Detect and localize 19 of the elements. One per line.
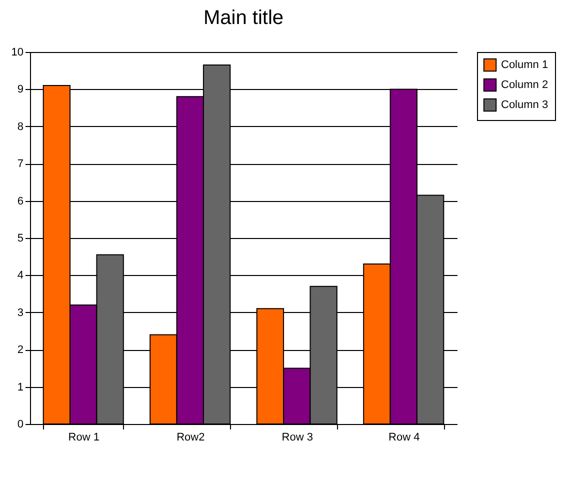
- x-tick-label: Row 3: [282, 432, 313, 444]
- x-tick-label: Row 4: [388, 432, 420, 444]
- legend-label: Column 3: [501, 99, 548, 111]
- y-tick-label: 3: [17, 306, 24, 319]
- y-tick-label: 2: [17, 344, 24, 356]
- legend-label: Column 2: [501, 79, 548, 91]
- y-tick-label: 4: [17, 270, 24, 282]
- chart-title: Main title: [203, 7, 284, 29]
- y-tick-label: 6: [17, 195, 24, 208]
- y-tick-label: 5: [17, 232, 24, 244]
- y-tick-label: 1: [17, 381, 24, 394]
- y-tick-label: 10: [11, 46, 24, 58]
- legend-label: Column 1: [501, 59, 548, 71]
- y-tick-label: 8: [17, 120, 24, 133]
- y-tick-label: 0: [17, 418, 24, 430]
- y-tick-label: 7: [17, 158, 24, 170]
- x-tick-label: Row 1: [68, 432, 100, 444]
- x-tick-label: Row2: [176, 432, 205, 444]
- y-tick-label: 9: [17, 84, 24, 96]
